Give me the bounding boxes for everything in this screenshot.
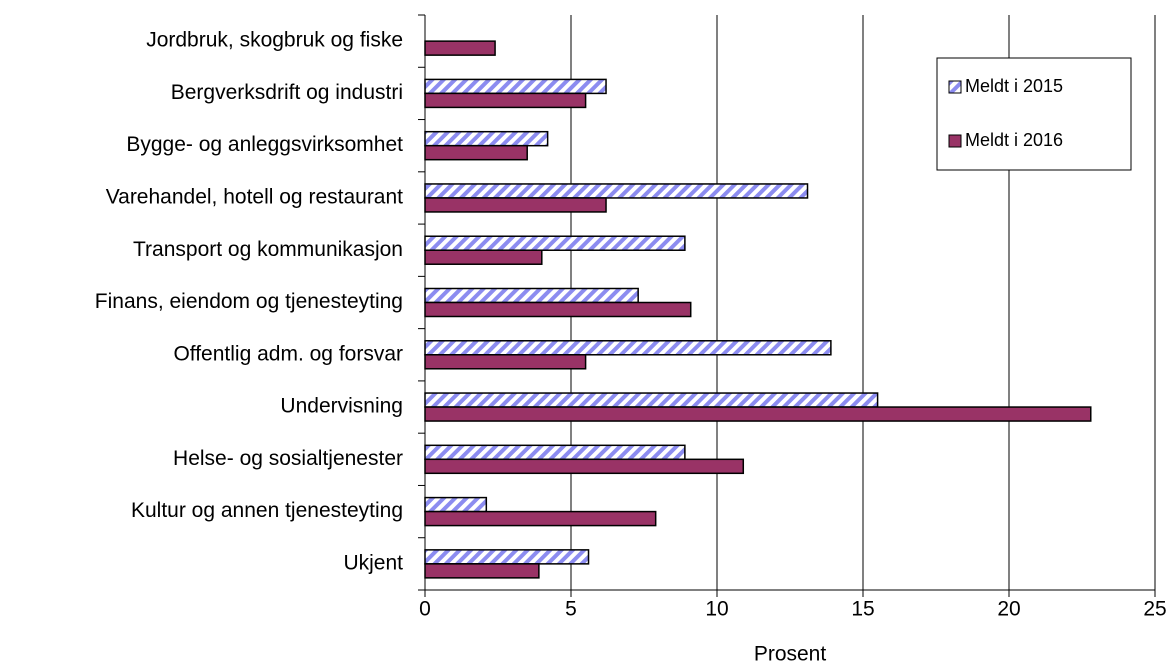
y-tick-label: Bygge- og anleggsvirksomhet <box>126 133 403 156</box>
bar <box>424 301 692 318</box>
legend-label: Meldt i 2016 <box>965 130 1063 150</box>
bar <box>424 78 607 95</box>
bar <box>424 130 549 147</box>
bar <box>424 183 809 199</box>
x-tick-label: 20 <box>997 598 1020 621</box>
legend: Meldt i 2015 Meldt i 2016 <box>936 57 1132 171</box>
bar <box>424 40 496 56</box>
bar <box>424 340 832 356</box>
y-tick-label: Undervisning <box>280 395 403 418</box>
bar <box>424 197 607 213</box>
bar <box>424 144 528 161</box>
bar <box>424 549 590 565</box>
x-tick-label: 15 <box>851 598 874 621</box>
x-axis-label: Prosent <box>754 643 827 666</box>
legend-swatch <box>948 80 962 94</box>
x-tick-label: 5 <box>565 598 577 621</box>
bar <box>424 249 543 265</box>
bar <box>424 406 1092 422</box>
legend-swatch <box>948 134 962 148</box>
bar <box>424 563 540 579</box>
bar <box>424 496 488 513</box>
x-tick-label: 0 <box>419 598 431 621</box>
bar <box>424 510 657 527</box>
y-tick-label: Bergverksdrift og industri <box>171 81 403 104</box>
x-tick-label: 25 <box>1143 598 1166 621</box>
bar <box>424 287 639 304</box>
y-tick-label: Ukjent <box>343 551 403 574</box>
bar <box>424 444 686 461</box>
bar <box>424 354 587 370</box>
y-tick-label: Transport og kommunikasjon <box>133 238 403 261</box>
y-tick-label: Offentlig adm. og forsvar <box>173 342 403 365</box>
y-tick-label: Finans, eiendom og tjenesteyting <box>95 290 403 313</box>
bar <box>424 235 686 251</box>
bar <box>424 458 745 475</box>
y-tick-label: Varehandel, hotell og restaurant <box>106 186 403 209</box>
legend-label: Meldt i 2015 <box>965 76 1063 96</box>
bar <box>424 392 879 408</box>
bar <box>424 92 587 109</box>
x-tick-label: 10 <box>705 598 728 621</box>
y-tick-label: Helse- og sosialtjenester <box>173 447 403 470</box>
y-tick-label: Jordbruk, skogbruk og fiske <box>146 29 403 52</box>
y-tick-label: Kultur og annen tjenesteyting <box>131 499 403 522</box>
legend-box <box>936 57 1132 171</box>
